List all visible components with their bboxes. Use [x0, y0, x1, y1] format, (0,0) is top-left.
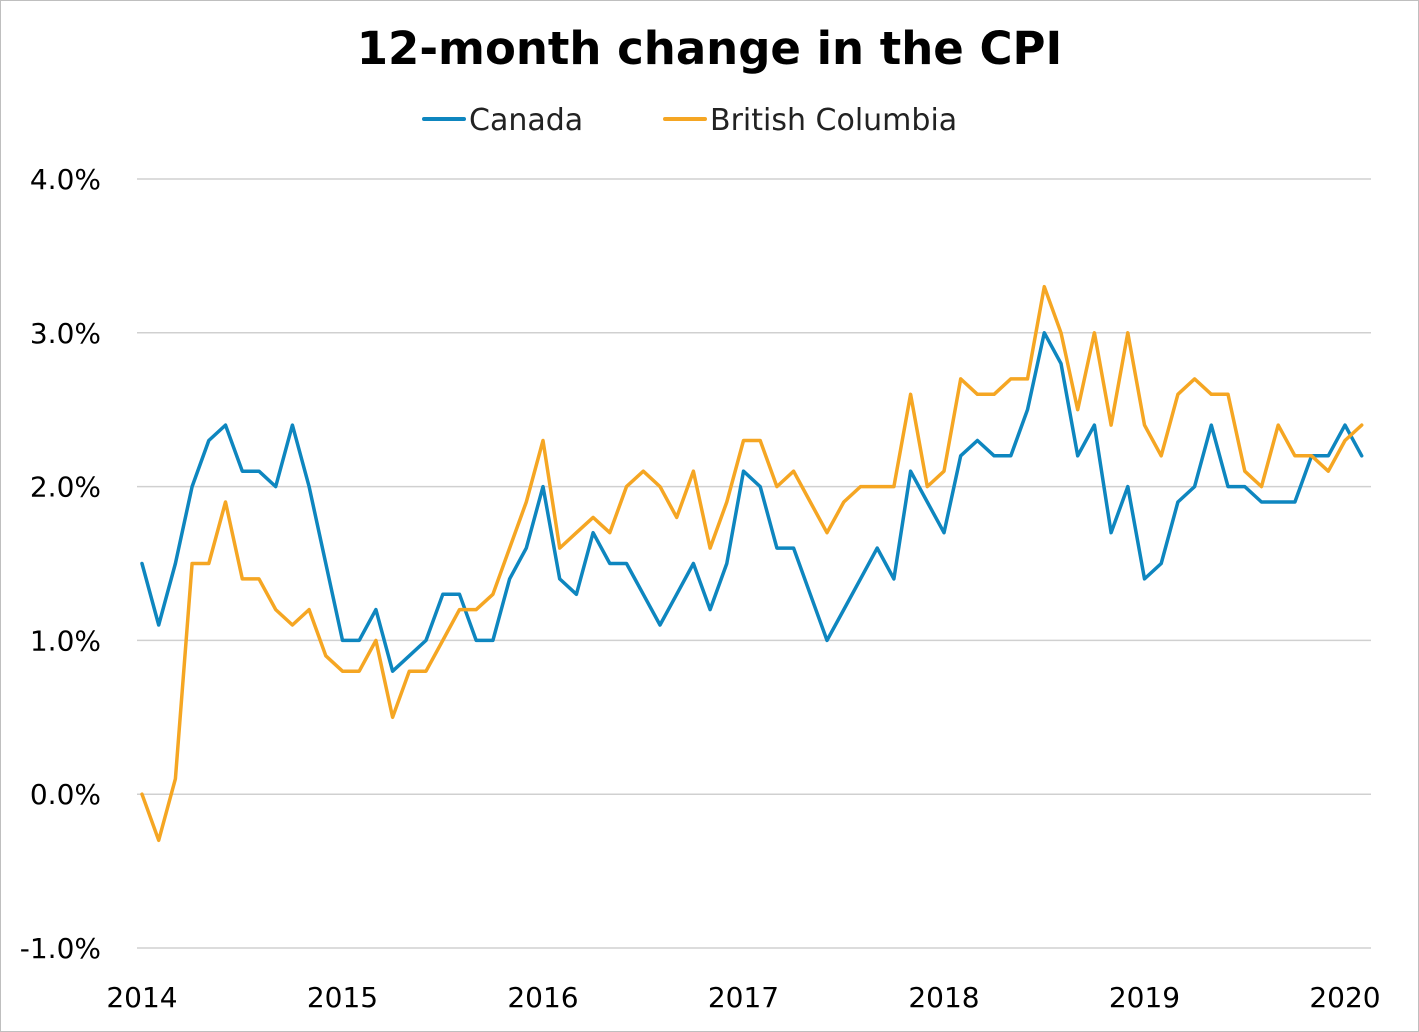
series-line-canada	[140, 331, 1364, 673]
x-axis-labels: 2014 2015 2016 2017 2018 2019 2020	[106, 981, 1380, 1014]
y-tick-label: 4.0%	[30, 163, 101, 196]
gridlines	[137, 178, 1371, 949]
x-tick-label: 2019	[1109, 981, 1180, 1014]
x-tick-label: 2020	[1309, 981, 1380, 1014]
series-lines	[140, 284, 1364, 843]
y-tick-label: 1.0%	[30, 624, 101, 657]
series-line-british-columbia	[140, 284, 1364, 843]
x-tick-label: 2014	[106, 981, 177, 1014]
x-tick-label: 2015	[307, 981, 378, 1014]
legend-label-canada: Canada	[469, 103, 583, 138]
y-tick-label: 0.0%	[30, 778, 101, 811]
legend: Canada British Columbia	[422, 103, 957, 138]
x-tick-label: 2018	[908, 981, 979, 1014]
chart-title: 12-month change in the CPI	[356, 22, 1063, 75]
y-tick-label: 3.0%	[30, 317, 101, 350]
legend-label-british-columbia: British Columbia	[710, 103, 957, 138]
y-axis-labels: -1.0% 0.0% 1.0% 2.0% 3.0% 4.0%	[20, 163, 101, 965]
x-tick-label: 2017	[708, 981, 779, 1014]
y-tick-label: -1.0%	[20, 932, 101, 965]
y-tick-label: 2.0%	[30, 471, 101, 504]
x-tick-label: 2016	[507, 981, 578, 1014]
